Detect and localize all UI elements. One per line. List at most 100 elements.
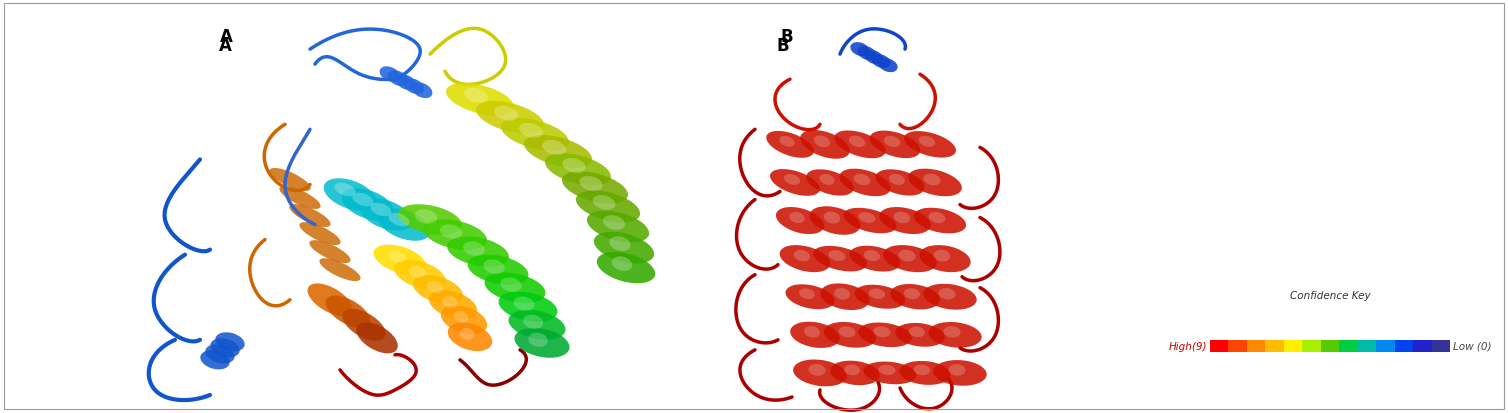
Ellipse shape: [873, 327, 890, 337]
Ellipse shape: [467, 255, 528, 285]
Text: A: A: [219, 37, 232, 55]
Ellipse shape: [593, 196, 615, 210]
Ellipse shape: [442, 296, 458, 308]
Ellipse shape: [300, 223, 341, 245]
Ellipse shape: [201, 351, 229, 370]
Text: B: B: [777, 37, 789, 55]
Ellipse shape: [544, 154, 611, 186]
Ellipse shape: [846, 209, 894, 233]
Ellipse shape: [944, 327, 961, 337]
Ellipse shape: [949, 365, 965, 375]
Ellipse shape: [823, 213, 840, 223]
Bar: [1229, 340, 1247, 352]
Ellipse shape: [541, 140, 566, 155]
Ellipse shape: [342, 309, 386, 341]
Ellipse shape: [864, 51, 884, 65]
Ellipse shape: [389, 251, 406, 263]
Bar: [1395, 340, 1413, 352]
Ellipse shape: [528, 333, 547, 347]
Ellipse shape: [879, 364, 894, 375]
Ellipse shape: [394, 260, 446, 290]
Ellipse shape: [324, 179, 377, 211]
Ellipse shape: [933, 250, 950, 262]
Ellipse shape: [342, 189, 394, 221]
Ellipse shape: [799, 288, 814, 300]
Ellipse shape: [890, 175, 905, 185]
Text: High(9): High(9): [1169, 341, 1206, 351]
Ellipse shape: [903, 288, 920, 300]
Ellipse shape: [495, 107, 517, 121]
Ellipse shape: [866, 361, 915, 385]
Ellipse shape: [594, 232, 654, 264]
Ellipse shape: [810, 208, 861, 234]
Ellipse shape: [440, 225, 463, 239]
Ellipse shape: [308, 284, 353, 316]
Ellipse shape: [835, 131, 884, 159]
Ellipse shape: [579, 177, 603, 192]
Ellipse shape: [819, 174, 835, 186]
Ellipse shape: [924, 285, 976, 309]
Ellipse shape: [929, 212, 946, 224]
Ellipse shape: [562, 159, 585, 173]
Ellipse shape: [463, 242, 486, 256]
Bar: [1339, 340, 1357, 352]
Ellipse shape: [864, 250, 881, 262]
Ellipse shape: [860, 323, 911, 347]
Text: A: A: [220, 28, 232, 46]
Ellipse shape: [894, 212, 909, 223]
Text: B: B: [780, 28, 793, 46]
Ellipse shape: [789, 212, 805, 224]
Ellipse shape: [933, 361, 986, 385]
Ellipse shape: [860, 213, 875, 223]
Ellipse shape: [766, 131, 813, 159]
Ellipse shape: [603, 216, 624, 230]
Ellipse shape: [878, 59, 897, 73]
Ellipse shape: [890, 284, 941, 310]
Ellipse shape: [279, 187, 321, 209]
Ellipse shape: [309, 240, 350, 263]
Ellipse shape: [440, 306, 487, 335]
Ellipse shape: [388, 71, 409, 87]
Bar: [1321, 340, 1339, 352]
Ellipse shape: [499, 292, 558, 322]
Ellipse shape: [784, 174, 801, 185]
Ellipse shape: [270, 169, 311, 192]
Ellipse shape: [446, 237, 508, 267]
Ellipse shape: [816, 245, 864, 273]
Ellipse shape: [409, 266, 425, 278]
Ellipse shape: [899, 250, 915, 261]
Ellipse shape: [849, 136, 866, 148]
Ellipse shape: [484, 273, 546, 303]
Ellipse shape: [374, 245, 427, 275]
Ellipse shape: [597, 252, 654, 284]
Ellipse shape: [320, 259, 360, 281]
Ellipse shape: [360, 199, 412, 231]
Ellipse shape: [326, 296, 371, 328]
Ellipse shape: [587, 211, 648, 243]
Ellipse shape: [801, 130, 849, 160]
Ellipse shape: [838, 169, 891, 197]
Ellipse shape: [514, 328, 570, 358]
Ellipse shape: [508, 310, 566, 340]
Ellipse shape: [820, 284, 870, 310]
Ellipse shape: [216, 332, 244, 351]
Ellipse shape: [424, 220, 487, 250]
Ellipse shape: [371, 203, 392, 217]
Ellipse shape: [851, 43, 870, 57]
Bar: [1431, 340, 1451, 352]
Ellipse shape: [872, 55, 891, 69]
Ellipse shape: [775, 207, 825, 235]
Ellipse shape: [523, 315, 543, 329]
Ellipse shape: [838, 326, 855, 337]
Ellipse shape: [807, 169, 854, 197]
Ellipse shape: [290, 204, 330, 228]
Ellipse shape: [825, 322, 875, 348]
Ellipse shape: [938, 289, 955, 299]
Ellipse shape: [460, 328, 474, 340]
Bar: [1303, 340, 1321, 352]
Ellipse shape: [844, 365, 860, 375]
Ellipse shape: [454, 311, 469, 323]
Bar: [1283, 340, 1303, 352]
Ellipse shape: [918, 245, 971, 273]
Ellipse shape: [884, 136, 900, 147]
